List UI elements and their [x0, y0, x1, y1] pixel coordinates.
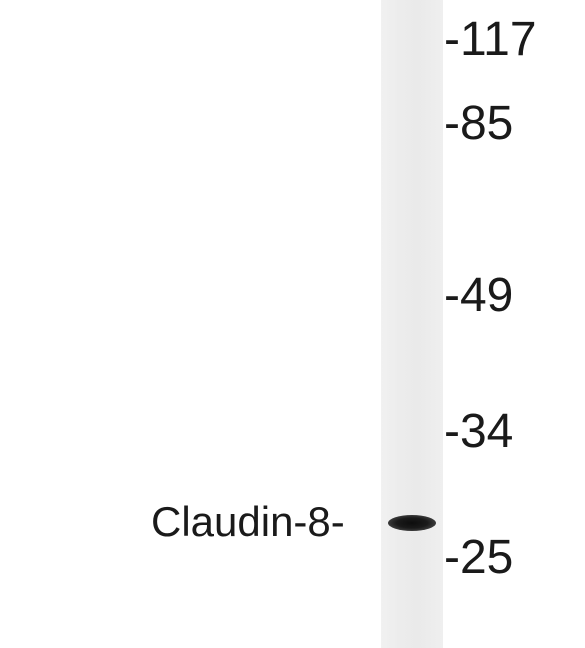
marker-117: -117 — [444, 13, 537, 66]
marker-85: -85 — [444, 97, 514, 150]
protein-band — [388, 515, 436, 531]
marker-49: -49 — [444, 269, 514, 322]
marker-25: -25 — [444, 531, 514, 584]
protein-label: Claudin-8- — [151, 498, 345, 545]
blot-lane — [381, 0, 443, 648]
marker-34: -34 — [444, 405, 514, 458]
